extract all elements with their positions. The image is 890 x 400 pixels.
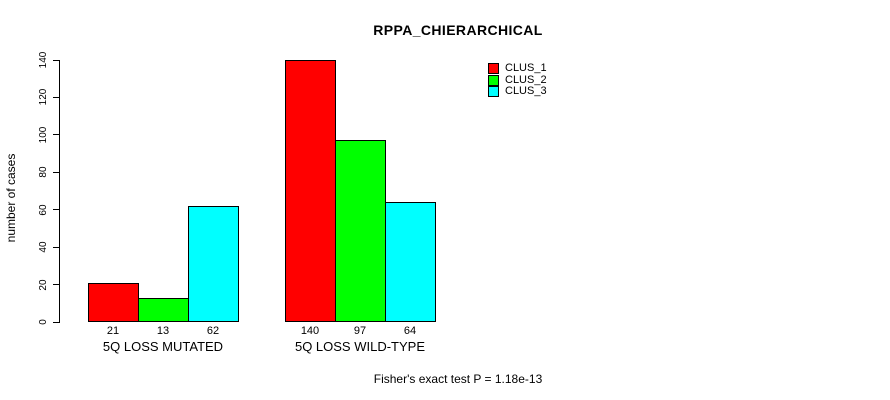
- bar-clus_2: [138, 298, 189, 322]
- legend-item-label: CLUS_2: [505, 73, 547, 86]
- chart-title: RPPA_CHIERARCHICAL: [373, 22, 543, 38]
- legend-item-label: CLUS_3: [505, 85, 547, 98]
- legend-color-swatch: [488, 63, 499, 74]
- bar-clus_2: [335, 140, 386, 322]
- bar-clus_1: [88, 283, 139, 322]
- y-axis-tick: [53, 209, 59, 211]
- legend-color-swatch: [488, 74, 499, 86]
- bar-value-label: 13: [156, 325, 170, 337]
- y-axis-line: [59, 60, 60, 323]
- category-label: 5Q LOSS MUTATED: [102, 339, 224, 354]
- legend-color-swatch: [488, 86, 499, 98]
- bar-value-label: 21: [106, 325, 120, 337]
- y-tick-label: 0: [38, 319, 49, 325]
- bar-value-label: 140: [300, 325, 320, 337]
- y-axis-tick: [53, 134, 59, 136]
- legend-item: CLUS_3: [488, 85, 547, 98]
- bar-value-label: 97: [353, 325, 367, 337]
- bar-value-label: 62: [206, 325, 220, 337]
- footnote-text: Fisher's exact test P = 1.18e-13: [373, 372, 543, 386]
- bar-clus_3: [385, 202, 436, 322]
- y-tick-label: 20: [38, 279, 49, 291]
- y-tick-label: 100: [38, 126, 49, 144]
- y-tick-label: 80: [38, 166, 49, 178]
- y-axis-tick: [53, 96, 59, 98]
- legend-item: CLUS_1: [488, 63, 547, 74]
- legend-item: CLUS_2: [488, 73, 547, 86]
- y-axis-tick: [53, 171, 59, 173]
- y-axis-tick: [53, 321, 59, 323]
- y-axis-tick: [53, 284, 59, 286]
- y-tick-label: 140: [38, 51, 49, 69]
- y-tick-label: 60: [38, 204, 49, 216]
- y-axis-tick: [53, 59, 59, 61]
- y-axis-label: number of cases: [4, 153, 18, 243]
- y-tick-label: 40: [38, 241, 49, 253]
- bar-clus_3: [188, 206, 239, 322]
- category-label: 5Q LOSS WILD-TYPE: [294, 339, 426, 354]
- bar-clus_1: [285, 60, 336, 322]
- y-tick-label: 120: [38, 89, 49, 106]
- y-axis-tick: [53, 246, 59, 248]
- legend-item-label: CLUS_1: [505, 62, 547, 74]
- bar-value-label: 64: [403, 325, 417, 337]
